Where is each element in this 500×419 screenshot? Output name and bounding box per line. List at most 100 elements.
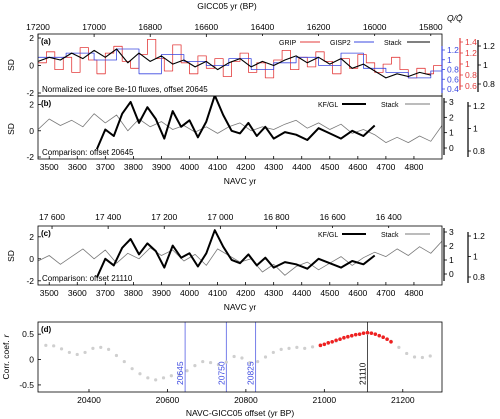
- corr-point-significant: [377, 333, 382, 338]
- a-top-axis-label: GICC05 yr (BP): [197, 1, 257, 11]
- top-tick-label: 17 400: [95, 212, 121, 222]
- corr-point: [263, 355, 268, 359]
- corr-point: [201, 359, 205, 364]
- corr-point: [177, 373, 181, 377]
- panel-a: GICC05 yr (BP) 17200 17000 16800 16600 16400…: [6, 1, 495, 98]
- xtick-label: 4400: [292, 288, 311, 298]
- panel-c: 17 600 17 400 17 200 17 000 16 800 16 600 16 4…: [6, 212, 485, 312]
- corr-point: [67, 350, 71, 355]
- b-legend: KF/GL Stack: [310, 98, 438, 110]
- series-grip: [38, 39, 442, 79]
- top-tick-label: 16600: [195, 22, 219, 32]
- d-frame: [37, 321, 443, 393]
- right-tick-label: 1.2: [473, 231, 485, 241]
- xtick-label: 3600: [68, 162, 87, 172]
- corr-point: [75, 352, 79, 357]
- right-tick-label: 1: [473, 124, 478, 134]
- corr-point-significant: [318, 343, 323, 348]
- b-xlabel: NAVC yr: [224, 176, 257, 186]
- xtick-label: 3800: [124, 288, 143, 298]
- top-tick-label: 17 200: [151, 212, 177, 222]
- ytick-label: -2: [26, 152, 34, 162]
- right-tick-label: 1: [447, 55, 452, 65]
- right-tick-label: 1.4: [465, 37, 477, 47]
- corr-point: [114, 353, 119, 358]
- top-tick-label: 17 000: [207, 212, 233, 222]
- corr-point: [44, 343, 48, 347]
- right-tick-label: 0.8: [483, 79, 495, 89]
- c-series-kfgl: [95, 229, 376, 278]
- b-panel-label: (b): [41, 99, 52, 108]
- corr-point: [271, 350, 275, 355]
- xtick-label: 20800: [234, 395, 258, 405]
- xtick-label: 4100: [208, 288, 227, 298]
- right-tick-label: 0.8: [473, 146, 485, 156]
- ytick-label: -0.5: [19, 380, 34, 390]
- series-stack: [38, 48, 431, 79]
- ytick-label: -2: [26, 88, 34, 98]
- xtick-label: 4600: [348, 162, 367, 172]
- right-tick-label: 0.4: [447, 84, 459, 94]
- c-annotation: Comparison: offset 21110: [42, 274, 133, 283]
- corr-point-significant: [353, 332, 358, 337]
- corr-point: [146, 376, 150, 380]
- xtick-label: 4300: [264, 162, 283, 172]
- xtick-label: 20600: [156, 395, 180, 405]
- corr-point: [161, 376, 166, 380]
- xtick-label: 4100: [208, 162, 227, 172]
- right-tick-label: 3: [449, 97, 454, 107]
- top-tick-label: 17200: [26, 22, 50, 32]
- c-series-stack: [38, 240, 442, 276]
- a-panel-label: (a): [41, 37, 51, 46]
- top-tick-label: 16800: [138, 22, 162, 32]
- corr-point: [232, 354, 236, 359]
- c-ylabel: SD: [6, 250, 16, 262]
- top-tick-label: 16 600: [320, 212, 346, 222]
- top-tick-label: 16 800: [263, 212, 289, 222]
- legend-gisp2-label: GISP2: [330, 40, 351, 47]
- ytick-label: 0.5: [22, 329, 34, 339]
- legend-grip-label: GRIP: [279, 40, 296, 47]
- b-legend-stack-label: Stack: [381, 102, 399, 109]
- corr-point-significant: [389, 339, 393, 344]
- xtick-label: 3500: [40, 288, 59, 298]
- ytick-label: 2: [29, 232, 34, 242]
- corr-point-significant: [346, 334, 350, 339]
- corr-point-significant: [381, 335, 385, 340]
- offset-marker-label: 20750: [216, 361, 226, 385]
- right-tick-label: 1.2: [465, 48, 477, 58]
- corr-point: [224, 360, 228, 364]
- right-tick-label: 0.8: [447, 65, 459, 75]
- d-panel-label: (d): [41, 325, 52, 334]
- corr-point: [169, 374, 173, 378]
- c-legend-kfgl-label: KF/GL: [318, 232, 338, 239]
- right-tick-label: 0: [449, 269, 454, 279]
- corr-point-significant: [322, 342, 327, 347]
- top-tick-label: 17 600: [39, 212, 65, 222]
- xtick-label: 4400: [292, 162, 311, 172]
- corr-point: [287, 346, 291, 350]
- corr-point: [59, 347, 64, 351]
- b-series-kfgl: [95, 96, 376, 150]
- corr-point: [130, 367, 134, 371]
- xtick-label: 4600: [348, 288, 367, 298]
- xtick-label: 3900: [152, 288, 171, 298]
- right-tick-label: 2: [449, 112, 454, 122]
- xtick-label: 20400: [77, 395, 101, 405]
- corr-point-significant: [369, 331, 374, 335]
- top-tick-label: 15800: [419, 22, 443, 32]
- corr-point: [240, 356, 244, 360]
- xtick-label: 3500: [40, 162, 59, 172]
- corr-point: [99, 345, 103, 349]
- corr-point-significant: [338, 337, 342, 342]
- right-tick-label: 1: [483, 60, 488, 70]
- legend-stack-label: Stack: [384, 40, 402, 47]
- corr-point-significant: [385, 337, 389, 342]
- corr-point-significant: [330, 339, 334, 344]
- right-tick-label: 1.2: [447, 45, 459, 55]
- right-tick-label: 0: [449, 143, 454, 153]
- xtick-label: 4300: [264, 288, 283, 298]
- corr-point: [193, 364, 197, 368]
- top-tick-label: 16 400: [376, 212, 402, 222]
